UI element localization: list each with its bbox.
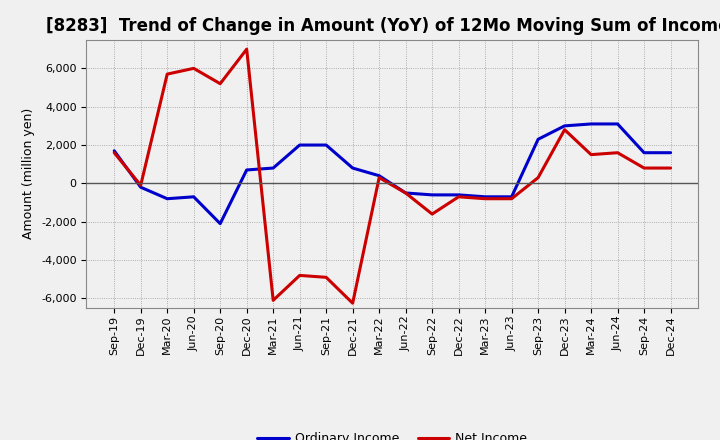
Net Income: [295, 273, 304, 278]
Net Income: [375, 175, 384, 180]
Ordinary Income: [587, 121, 595, 127]
Net Income: [666, 165, 675, 171]
Ordinary Income: [269, 165, 277, 171]
Ordinary Income: [110, 148, 119, 154]
Ordinary Income: [163, 196, 171, 202]
Ordinary Income: [189, 194, 198, 199]
Net Income: [216, 81, 225, 86]
Net Income: [189, 66, 198, 71]
Line: Net Income: Net Income: [114, 49, 670, 303]
Net Income: [136, 183, 145, 188]
Net Income: [348, 301, 357, 306]
Net Income: [163, 71, 171, 77]
Net Income: [269, 298, 277, 303]
Ordinary Income: [243, 167, 251, 172]
Net Income: [508, 196, 516, 202]
Legend: Ordinary Income, Net Income: Ordinary Income, Net Income: [252, 427, 533, 440]
Ordinary Income: [136, 185, 145, 190]
Title: [8283]  Trend of Change in Amount (YoY) of 12Mo Moving Sum of Incomes: [8283] Trend of Change in Amount (YoY) o…: [45, 17, 720, 35]
Net Income: [428, 211, 436, 216]
Net Income: [454, 194, 463, 199]
Line: Ordinary Income: Ordinary Income: [114, 124, 670, 224]
Net Income: [534, 175, 542, 180]
Ordinary Income: [560, 123, 569, 128]
Ordinary Income: [454, 192, 463, 198]
Ordinary Income: [534, 137, 542, 142]
Ordinary Income: [666, 150, 675, 155]
Net Income: [243, 47, 251, 52]
Ordinary Income: [295, 143, 304, 148]
Net Income: [401, 191, 410, 196]
Ordinary Income: [613, 121, 622, 127]
Ordinary Income: [428, 192, 436, 198]
Net Income: [322, 275, 330, 280]
Ordinary Income: [216, 221, 225, 226]
Ordinary Income: [375, 173, 384, 178]
Ordinary Income: [640, 150, 649, 155]
Net Income: [481, 196, 490, 202]
Net Income: [560, 127, 569, 132]
Ordinary Income: [401, 191, 410, 196]
Ordinary Income: [481, 194, 490, 199]
Net Income: [640, 165, 649, 171]
Ordinary Income: [348, 165, 357, 171]
Ordinary Income: [508, 194, 516, 199]
Net Income: [110, 150, 119, 155]
Net Income: [587, 152, 595, 157]
Y-axis label: Amount (million yen): Amount (million yen): [22, 108, 35, 239]
Ordinary Income: [322, 143, 330, 148]
Net Income: [613, 150, 622, 155]
